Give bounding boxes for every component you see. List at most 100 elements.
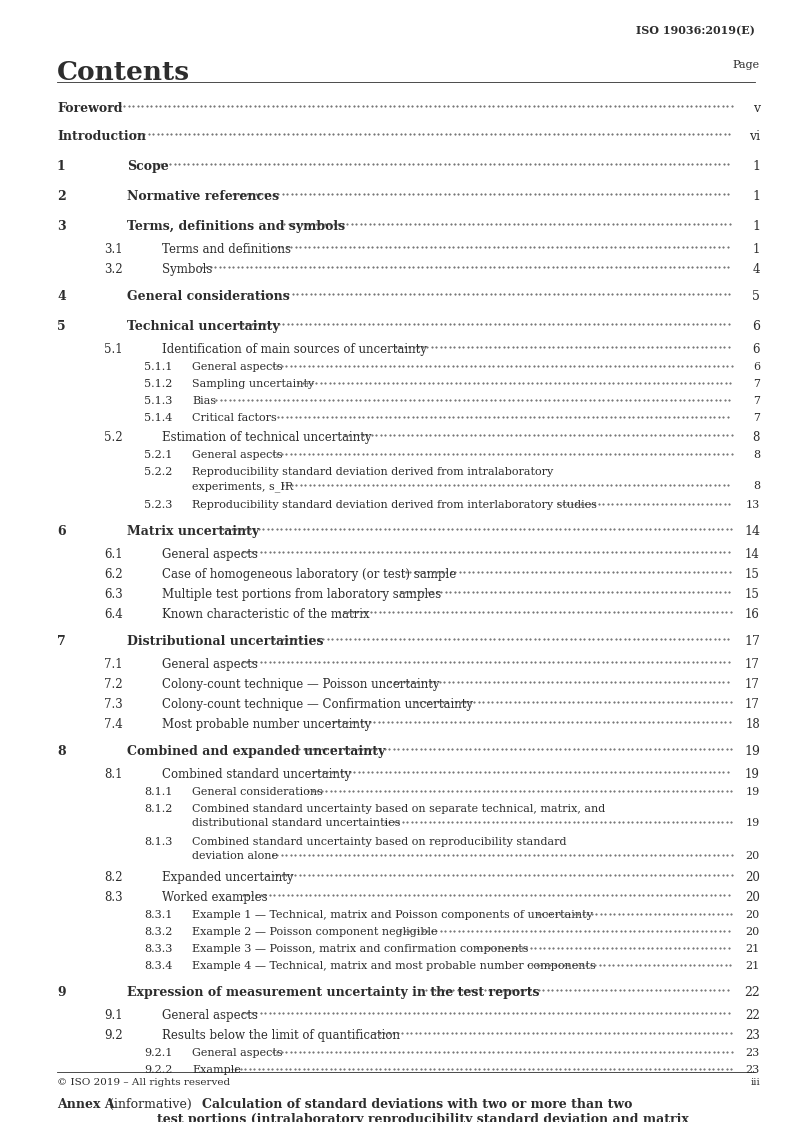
Text: 21: 21 <box>745 962 760 971</box>
Text: Foreword: Foreword <box>57 102 122 114</box>
Text: 19: 19 <box>745 818 760 828</box>
Text: 20: 20 <box>745 871 760 884</box>
Text: 5.2: 5.2 <box>104 431 123 444</box>
Text: 20: 20 <box>745 910 760 920</box>
Text: Annex A: Annex A <box>57 1098 115 1111</box>
Text: 8.1.1: 8.1.1 <box>144 787 172 797</box>
Text: 5.2.3: 5.2.3 <box>144 500 172 511</box>
Text: 6: 6 <box>752 320 760 333</box>
Text: Terms and definitions: Terms and definitions <box>162 243 291 256</box>
Text: 6.1: 6.1 <box>104 548 123 561</box>
Text: 5: 5 <box>57 320 66 333</box>
Text: distributional standard uncertainties: distributional standard uncertainties <box>192 818 400 828</box>
Text: 5.1.1: 5.1.1 <box>144 362 172 373</box>
Text: 6.4: 6.4 <box>104 608 123 620</box>
Text: 6: 6 <box>57 525 66 539</box>
Text: v: v <box>753 102 760 114</box>
Text: Worked examples: Worked examples <box>162 891 267 904</box>
Text: Results below the limit of quantification: Results below the limit of quantificatio… <box>162 1029 400 1042</box>
Text: 8.1: 8.1 <box>104 767 122 781</box>
Text: Known characteristic of the matrix: Known characteristic of the matrix <box>162 608 370 620</box>
Text: 7.3: 7.3 <box>104 698 123 711</box>
Text: ISO 19036:2019(E): ISO 19036:2019(E) <box>636 25 755 36</box>
Text: 3: 3 <box>57 220 66 233</box>
Text: Critical factors: Critical factors <box>192 413 277 423</box>
Text: Reproducibility standard deviation derived from intralaboratory: Reproducibility standard deviation deriv… <box>192 467 554 477</box>
Text: 19: 19 <box>745 787 760 797</box>
Text: General aspects: General aspects <box>192 362 282 373</box>
Text: 5.1.3: 5.1.3 <box>144 396 172 406</box>
Text: Symbols: Symbols <box>162 263 213 276</box>
Text: 8.3.2: 8.3.2 <box>144 927 172 937</box>
Text: 20: 20 <box>745 850 760 861</box>
Text: 4: 4 <box>57 289 66 303</box>
Text: Introduction: Introduction <box>57 130 146 142</box>
Text: 17: 17 <box>745 678 760 691</box>
Text: General aspects: General aspects <box>162 548 258 561</box>
Text: 15: 15 <box>745 568 760 581</box>
Text: Calculation of standard deviations with two or more than two: Calculation of standard deviations with … <box>202 1098 632 1111</box>
Text: 19: 19 <box>744 745 760 758</box>
Text: Example 3 — Poisson, matrix and confirmation components: Example 3 — Poisson, matrix and confirma… <box>192 944 528 954</box>
Text: Combined standard uncertainty based on reproducibility standard: Combined standard uncertainty based on r… <box>192 837 566 847</box>
Text: 5.1: 5.1 <box>104 343 123 356</box>
Text: iii: iii <box>750 1078 760 1087</box>
Text: 8.2: 8.2 <box>104 871 122 884</box>
Text: 7: 7 <box>753 379 760 389</box>
Text: Most probable number uncertainty: Most probable number uncertainty <box>162 718 371 732</box>
Text: 14: 14 <box>744 525 760 539</box>
Text: Technical uncertainty: Technical uncertainty <box>127 320 280 333</box>
Text: Expanded uncertainty: Expanded uncertainty <box>162 871 293 884</box>
Text: © ISO 2019 – All rights reserved: © ISO 2019 – All rights reserved <box>57 1078 230 1087</box>
Text: General aspects: General aspects <box>192 1048 282 1058</box>
Text: 14: 14 <box>745 548 760 561</box>
Text: 16: 16 <box>745 608 760 620</box>
Text: Example 4 — Technical, matrix and most probable number components: Example 4 — Technical, matrix and most p… <box>192 962 596 971</box>
Text: 20: 20 <box>745 891 760 904</box>
Text: General aspects: General aspects <box>192 450 282 460</box>
Text: Example: Example <box>192 1065 241 1075</box>
Text: 6: 6 <box>753 343 760 356</box>
Text: Combined and expanded uncertainty: Combined and expanded uncertainty <box>127 745 385 758</box>
Text: Reproducibility standard deviation derived from interlaboratory studies: Reproducibility standard deviation deriv… <box>192 500 597 511</box>
Text: Example 2 — Poisson component negligible: Example 2 — Poisson component negligible <box>192 927 438 937</box>
Text: 7.2: 7.2 <box>104 678 123 691</box>
Text: 3.1: 3.1 <box>104 243 123 256</box>
Text: 22: 22 <box>745 1009 760 1022</box>
Text: 13: 13 <box>745 500 760 511</box>
Text: 8.3.3: 8.3.3 <box>144 944 172 954</box>
Text: Combined standard uncertainty: Combined standard uncertainty <box>162 767 351 781</box>
Text: test portions (intralaboratory reproducibility standard deviation and matrix: test portions (intralaboratory reproduci… <box>157 1113 689 1122</box>
Text: 18: 18 <box>745 718 760 732</box>
Text: 1: 1 <box>752 160 760 173</box>
Text: vi: vi <box>749 130 760 142</box>
Text: 9.2: 9.2 <box>104 1029 123 1042</box>
Text: Case of homogeneous laboratory (or test) sample: Case of homogeneous laboratory (or test)… <box>162 568 456 581</box>
Text: 23: 23 <box>745 1029 760 1042</box>
Text: 8.3.1: 8.3.1 <box>144 910 172 920</box>
Text: 8.3.4: 8.3.4 <box>144 962 172 971</box>
Text: General aspects: General aspects <box>162 1009 258 1022</box>
Text: 7.4: 7.4 <box>104 718 123 732</box>
Text: Page: Page <box>733 59 760 70</box>
Text: Matrix uncertainty: Matrix uncertainty <box>127 525 259 539</box>
Text: 8: 8 <box>753 481 760 491</box>
Text: 9.2.2: 9.2.2 <box>144 1065 172 1075</box>
Text: 15: 15 <box>745 588 760 601</box>
Text: Expression of measurement uncertainty in the test reports: Expression of measurement uncertainty in… <box>127 986 539 999</box>
Text: 5.2.2: 5.2.2 <box>144 467 172 477</box>
Text: 8: 8 <box>57 745 66 758</box>
Text: 6.3: 6.3 <box>104 588 123 601</box>
Text: 3.2: 3.2 <box>104 263 123 276</box>
Text: 5.1.4: 5.1.4 <box>144 413 172 423</box>
Text: experiments, s_IR: experiments, s_IR <box>192 481 293 491</box>
Text: Sampling uncertainty: Sampling uncertainty <box>192 379 314 389</box>
Text: 17: 17 <box>745 698 760 711</box>
Text: 9: 9 <box>57 986 66 999</box>
Text: Example 1 — Technical, matrix and Poisson components of uncertainty: Example 1 — Technical, matrix and Poisso… <box>192 910 593 920</box>
Text: 1: 1 <box>753 243 760 256</box>
Text: Combined standard uncertainty based on separate technical, matrix, and: Combined standard uncertainty based on s… <box>192 804 605 813</box>
Text: Normative references: Normative references <box>127 190 279 203</box>
Text: 1: 1 <box>752 190 760 203</box>
Text: 8.3: 8.3 <box>104 891 123 904</box>
